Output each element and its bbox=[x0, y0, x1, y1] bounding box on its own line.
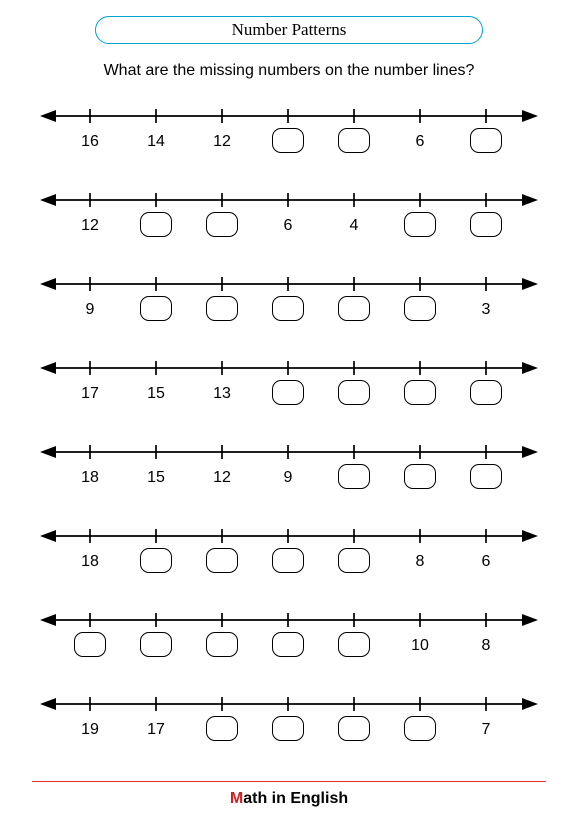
number-value: 15 bbox=[128, 380, 184, 408]
blank-box[interactable] bbox=[326, 632, 382, 660]
blank-box[interactable] bbox=[62, 632, 118, 660]
footer-divider bbox=[32, 781, 546, 782]
blank-box[interactable] bbox=[326, 464, 382, 492]
number-line: 12 64 bbox=[40, 188, 538, 266]
number-value: 6 bbox=[260, 212, 316, 240]
blank-box[interactable] bbox=[128, 632, 184, 660]
number-value: 14 bbox=[128, 128, 184, 156]
blank-box[interactable] bbox=[260, 548, 316, 576]
footer-brand-m: M bbox=[230, 790, 243, 807]
blank-box[interactable] bbox=[458, 128, 514, 156]
number-line-slots: 10 8 bbox=[40, 632, 538, 668]
blank-box[interactable] bbox=[392, 212, 448, 240]
number-value: 9 bbox=[260, 464, 316, 492]
number-value: 8 bbox=[458, 632, 514, 660]
blank-box[interactable] bbox=[326, 380, 382, 408]
number-line-slots: 93 bbox=[40, 296, 538, 332]
number-value: 17 bbox=[62, 380, 118, 408]
blank-box[interactable] bbox=[194, 716, 250, 744]
number-value: 16 bbox=[62, 128, 118, 156]
number-value: 6 bbox=[392, 128, 448, 156]
number-line: 18 15 12 9 bbox=[40, 440, 538, 518]
blank-box[interactable] bbox=[458, 464, 514, 492]
number-value: 18 bbox=[62, 548, 118, 576]
blank-box[interactable] bbox=[326, 296, 382, 324]
number-line-slots: 12 64 bbox=[40, 212, 538, 248]
blank-box[interactable] bbox=[458, 380, 514, 408]
footer-brand-rest: ath in English bbox=[243, 790, 348, 807]
number-line: 1886 bbox=[40, 524, 538, 602]
number-value: 12 bbox=[194, 128, 250, 156]
blank-box[interactable] bbox=[260, 296, 316, 324]
blank-box[interactable] bbox=[194, 212, 250, 240]
blank-box[interactable] bbox=[128, 548, 184, 576]
number-line-slots: 18 15 12 9 bbox=[40, 464, 538, 500]
blank-box[interactable] bbox=[458, 212, 514, 240]
number-line: 19 17 7 bbox=[40, 692, 538, 770]
number-value: 13 bbox=[194, 380, 250, 408]
blank-box[interactable] bbox=[194, 296, 250, 324]
number-value: 15 bbox=[128, 464, 184, 492]
number-line-slots: 19 17 7 bbox=[40, 716, 538, 752]
number-line: 93 bbox=[40, 272, 538, 350]
number-value: 12 bbox=[62, 212, 118, 240]
number-value: 7 bbox=[458, 716, 514, 744]
number-line: 10 8 bbox=[40, 608, 538, 686]
blank-box[interactable] bbox=[194, 632, 250, 660]
number-lines-area: 16141261264931715131815129188610819177 bbox=[40, 104, 538, 776]
number-value: 18 bbox=[62, 464, 118, 492]
number-value: 4 bbox=[326, 212, 382, 240]
number-value: 12 bbox=[194, 464, 250, 492]
number-line-slots: 1886 bbox=[40, 548, 538, 584]
blank-box[interactable] bbox=[392, 380, 448, 408]
blank-box[interactable] bbox=[128, 212, 184, 240]
blank-box[interactable] bbox=[392, 716, 448, 744]
number-value: 19 bbox=[62, 716, 118, 744]
footer-brand: Math in English bbox=[0, 790, 578, 808]
blank-box[interactable] bbox=[392, 296, 448, 324]
number-line-slots: 17 15 13 bbox=[40, 380, 538, 416]
number-value: 6 bbox=[458, 548, 514, 576]
worksheet-title: Number Patterns bbox=[95, 16, 483, 44]
blank-box[interactable] bbox=[260, 632, 316, 660]
blank-box[interactable] bbox=[326, 128, 382, 156]
number-line-slots: 16 14 12 6 bbox=[40, 128, 538, 164]
number-value: 9 bbox=[62, 296, 118, 324]
number-value: 17 bbox=[128, 716, 184, 744]
blank-box[interactable] bbox=[128, 296, 184, 324]
blank-box[interactable] bbox=[326, 716, 382, 744]
blank-box[interactable] bbox=[260, 128, 316, 156]
number-value: 10 bbox=[392, 632, 448, 660]
number-line: 16 14 12 6 bbox=[40, 104, 538, 182]
blank-box[interactable] bbox=[194, 548, 250, 576]
blank-box[interactable] bbox=[392, 464, 448, 492]
blank-box[interactable] bbox=[260, 716, 316, 744]
number-value: 3 bbox=[458, 296, 514, 324]
number-line: 17 15 13 bbox=[40, 356, 538, 434]
number-value: 8 bbox=[392, 548, 448, 576]
worksheet-question: What are the missing numbers on the numb… bbox=[0, 62, 578, 80]
blank-box[interactable] bbox=[260, 380, 316, 408]
blank-box[interactable] bbox=[326, 548, 382, 576]
